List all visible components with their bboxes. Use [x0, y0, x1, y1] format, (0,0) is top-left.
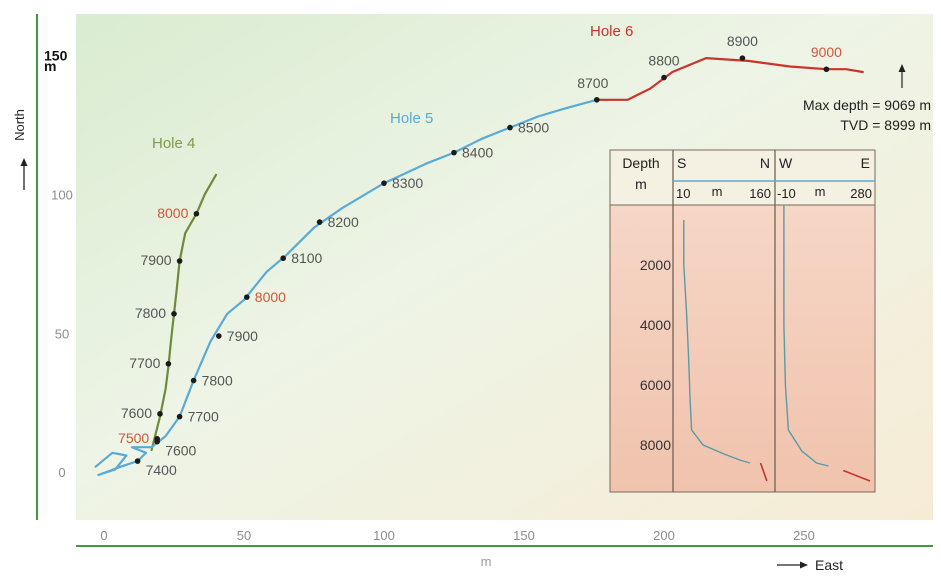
x-axis-label: m — [481, 554, 492, 569]
inset-depth-tick-labels: 2000 4000 6000 8000 — [640, 257, 671, 453]
depth-marker-dot — [190, 377, 197, 384]
inset-body-background — [609, 204, 876, 493]
x-tick-label: 150 — [513, 528, 535, 543]
max-depth-annotation: Max depth = 9069 m — [803, 97, 931, 113]
depth-marker-label: 7700 — [129, 355, 160, 371]
inset-ns-tick-left: 10 — [676, 186, 690, 201]
depth-marker-dot — [176, 258, 183, 264]
east-arrow-icon — [777, 561, 808, 569]
depth-marker-dot — [451, 149, 457, 156]
series-line-hole-6 — [595, 56, 864, 101]
series-line-hole-4 — [150, 173, 218, 452]
series-layer — [94, 56, 864, 477]
inset-depth-title: Depth — [622, 155, 659, 171]
x-tick-label: 100 — [373, 528, 395, 543]
depth-marker-dot — [507, 124, 513, 131]
inset-ns-right-label: N — [760, 155, 770, 171]
series-label-hole-4: Hole 4 — [152, 135, 195, 152]
depth-marker-dot — [316, 219, 323, 225]
marker-layer: 7500 7600 7700 7800 7900 8000 7400 7600 7700 7800… — [118, 33, 842, 478]
inset-ns-curve — [683, 220, 751, 464]
depth-marker-dot — [216, 333, 222, 339]
x-tick-label: 0 — [100, 528, 107, 543]
inset-ns-left-label: S — [677, 155, 686, 171]
inset-ns-tail — [759, 462, 768, 482]
depth-marker-label: 7400 — [146, 462, 177, 478]
north-arrow-icon — [20, 158, 28, 190]
depth-marker-label: 8000 — [255, 289, 286, 305]
inset-we-curve — [783, 205, 829, 467]
depth-marker-label: 8100 — [291, 250, 322, 266]
depth-marker-dot — [661, 74, 667, 81]
inset-depth-plot: Depth m S N 10 m 160 W E -10 m 280 2000 4… — [609, 149, 876, 493]
depth-marker-dot — [594, 97, 600, 103]
inset-we-unit: m — [815, 184, 826, 199]
y-axis-label: North — [12, 109, 27, 141]
x-tick-labels: 0 50 100 150 200 250 — [100, 528, 814, 543]
depth-marker-dot — [154, 438, 160, 445]
max-depth-arrow-icon — [898, 64, 906, 88]
depth-marker-dot — [193, 210, 200, 217]
depth-marker-dot — [823, 66, 830, 73]
inset-depth-tick-label: 2000 — [640, 257, 671, 273]
x-tick-label: 250 — [793, 528, 815, 543]
depth-marker-dot — [280, 255, 287, 262]
series-label-hole-6: Hole 6 — [590, 23, 633, 40]
series-line-hole-5 — [94, 98, 598, 477]
depth-marker-label: 7900 — [227, 328, 258, 344]
depth-marker-label: 7600 — [165, 443, 196, 459]
depth-marker-label: 7800 — [202, 373, 233, 389]
inset-we-left-label: W — [779, 155, 793, 171]
inset-curves — [683, 205, 871, 482]
depth-marker-dot — [171, 311, 177, 317]
inset-header-background — [609, 149, 876, 206]
east-label: East — [815, 557, 843, 573]
y-tick-label: 150 — [44, 47, 68, 63]
depth-marker-label: 8900 — [727, 33, 758, 49]
inset-we-tick-left: -10 — [777, 186, 796, 201]
inset-we-tick-right: 280 — [850, 186, 872, 201]
inset-depth-tick-label: 8000 — [640, 437, 671, 453]
inset-we-right-label: E — [861, 155, 870, 171]
depth-marker-dot — [157, 411, 163, 417]
depth-marker-label: 7500 — [118, 430, 149, 446]
y-unit-label: m — [44, 58, 56, 74]
depth-marker-dot — [176, 413, 183, 420]
depth-marker-label: 7800 — [135, 305, 166, 321]
y-tick-label: 100 — [51, 187, 73, 202]
depth-marker-label: 8500 — [518, 120, 549, 136]
depth-marker-label: 7900 — [140, 252, 171, 268]
inset-ns-unit: m — [712, 184, 723, 199]
depth-marker-dot — [244, 294, 250, 300]
depth-marker-label: 8200 — [328, 214, 359, 230]
depth-marker-label: 8400 — [462, 145, 493, 161]
y-tick-label: 50 — [55, 326, 69, 341]
tvd-annotation: TVD = 8999 m — [840, 117, 931, 133]
y-tick-labels: 0 50 100 150 — [44, 47, 73, 480]
depth-marker-dot — [381, 180, 387, 186]
inset-depth-unit: m — [635, 176, 647, 192]
inset-ns-tick-right: 160 — [749, 186, 771, 201]
series-label-hole-5: Hole 5 — [390, 110, 433, 127]
inset-depth-tick-label: 4000 — [640, 317, 671, 333]
inset-we-tail — [843, 469, 871, 482]
depth-marker-label: 7700 — [188, 409, 219, 425]
depth-marker-label: 7600 — [121, 405, 152, 421]
depth-marker-dot — [134, 458, 141, 464]
depth-marker-dot — [739, 55, 746, 61]
depth-marker-label: 8800 — [648, 53, 679, 69]
inset-depth-tick-label: 6000 — [640, 377, 671, 393]
depth-marker-label: 9000 — [811, 44, 842, 60]
x-tick-label: 50 — [237, 528, 251, 543]
x-tick-label: 200 — [653, 528, 675, 543]
y-tick-label: 0 — [58, 465, 65, 480]
depth-marker-label: 8300 — [392, 175, 423, 191]
depth-marker-dot — [165, 361, 172, 367]
depth-marker-label: 8000 — [157, 205, 188, 221]
depth-marker-label: 8700 — [577, 75, 608, 91]
